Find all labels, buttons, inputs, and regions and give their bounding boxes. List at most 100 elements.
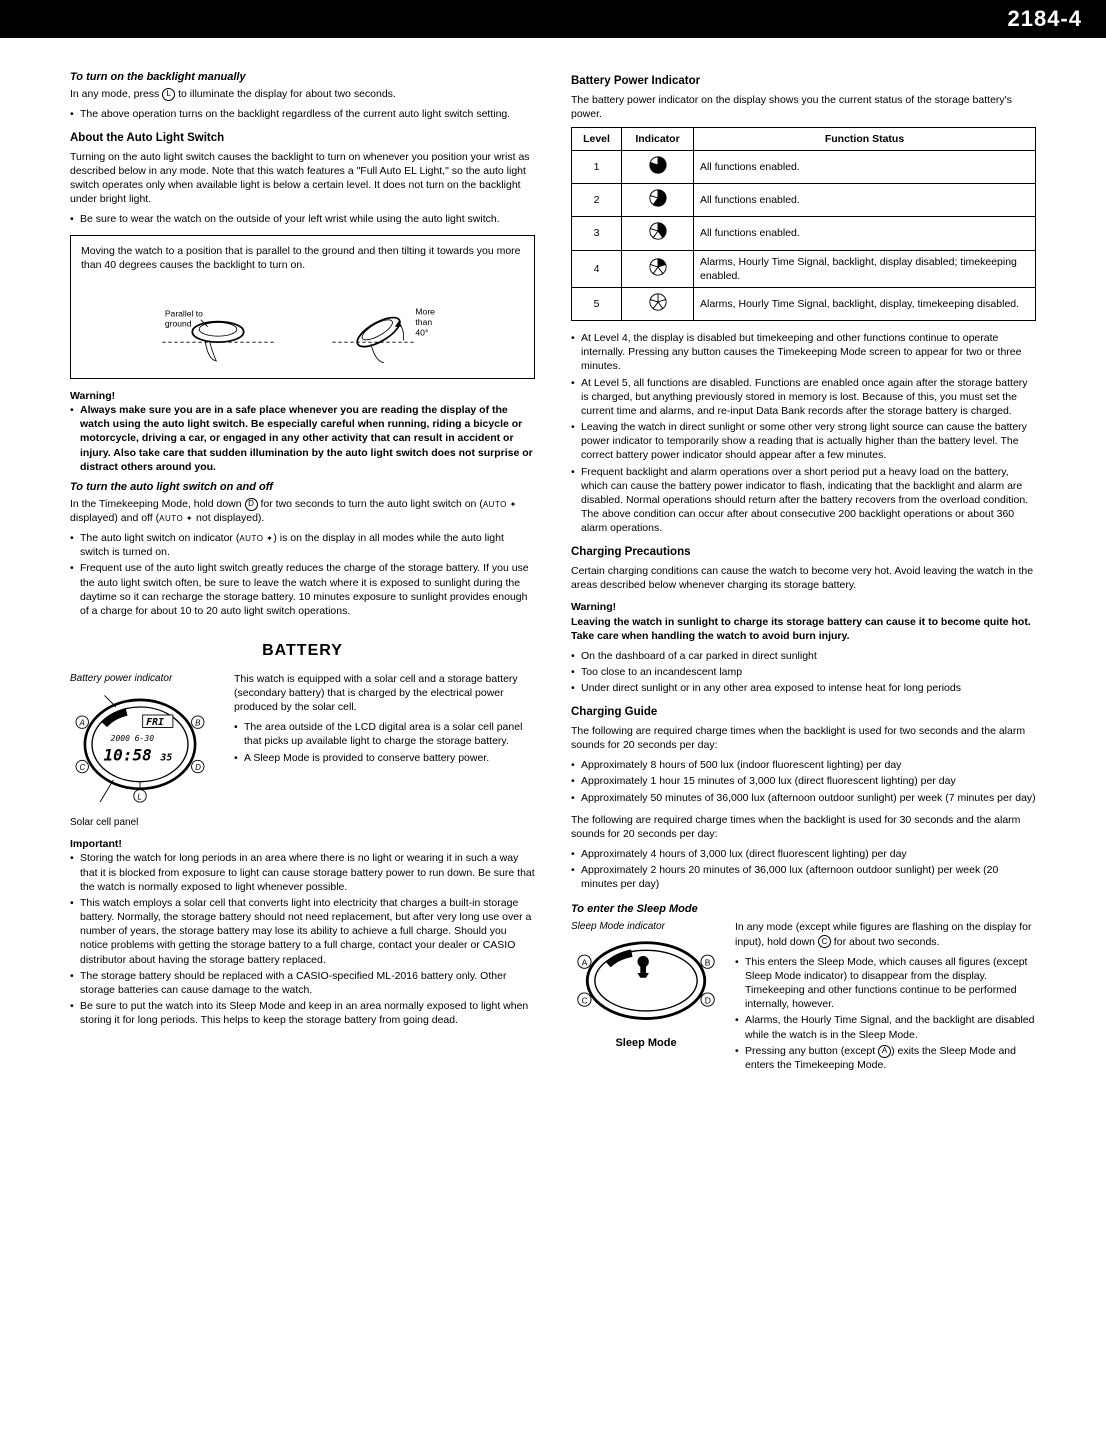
- list-item: Approximately 8 hours of 500 lux (indoor…: [571, 758, 1036, 772]
- header-bar: 2184-4: [0, 0, 1106, 38]
- list-item: The storage battery should be replaced w…: [70, 969, 535, 997]
- bpi-title: Battery Power Indicator: [571, 74, 1036, 90]
- content-area: To turn on the backlight manually In any…: [0, 64, 1106, 1108]
- svg-text:A: A: [582, 957, 588, 967]
- digital-date: 2000 6-30: [111, 734, 155, 743]
- bpi-table: Level Indicator Function Status 1 All fu…: [571, 127, 1036, 321]
- watch-face-icon: FRI 2000 6-30 10:58 35 A B C D L: [70, 691, 210, 811]
- list-item: Always make sure you are in a safe place…: [70, 403, 535, 474]
- svg-text:More: More: [415, 307, 435, 317]
- backlight-manual-title: To turn on the backlight manually: [70, 70, 535, 85]
- charging-warn-label: Warning!: [571, 600, 1036, 614]
- auto-light-list: Be sure to wear the watch on the outside…: [70, 212, 535, 226]
- tilt-box-text: Moving the watch to a position that is p…: [81, 244, 524, 272]
- list-item: The area outside of the LCD digital area…: [234, 720, 535, 748]
- svg-text:D: D: [705, 995, 711, 1005]
- svg-text:A: A: [79, 719, 85, 728]
- cell-status: All functions enabled.: [694, 217, 1036, 250]
- sleep-caption: Sleep Mode: [571, 1036, 721, 1051]
- th-status: Function Status: [694, 127, 1036, 150]
- cell-status: All functions enabled.: [694, 151, 1036, 184]
- list-item: This enters the Sleep Mode, which causes…: [735, 955, 1036, 1012]
- battery-level-icon: [646, 155, 670, 175]
- warning-text: Always make sure you are in a safe place…: [80, 404, 533, 473]
- digital-time: 10:58: [104, 746, 152, 765]
- backlight-manual-list: The above operation turns on the backlig…: [70, 107, 535, 121]
- list-item: Storing the watch for long periods in an…: [70, 851, 535, 894]
- cell-indicator: [622, 217, 694, 250]
- battery-indicator-label: Battery power indicator: [70, 672, 220, 686]
- table-row: 3 All functions enabled.: [572, 217, 1036, 250]
- table-row: 2 All functions enabled.: [572, 184, 1036, 217]
- cell-level: 5: [572, 287, 622, 320]
- text-fragment: not displayed).: [193, 512, 264, 524]
- diag-label: Parallel to: [164, 308, 202, 318]
- text-fragment: displayed) and off (: [70, 512, 159, 524]
- svg-text:L: L: [137, 793, 141, 802]
- cell-level: 3: [572, 217, 622, 250]
- charging-warn-text: Leaving the watch in sunlight to charge …: [571, 616, 1031, 642]
- auto-light-intro: Turning on the auto light switch causes …: [70, 150, 535, 207]
- left-column: To turn on the backlight manually In any…: [70, 64, 535, 1078]
- text-fragment: The auto light switch on indicator (: [80, 532, 239, 544]
- battery-diagram-col: Battery power indicator FRI 2000 6-30 10…: [70, 672, 220, 830]
- cell-level: 4: [572, 250, 622, 287]
- auto-toggle-line: In the Timekeeping Mode, hold down D for…: [70, 497, 535, 525]
- important-label: Important!: [70, 837, 535, 851]
- list-item: The above operation turns on the backlig…: [70, 107, 535, 121]
- diag-label: ground: [164, 319, 191, 329]
- charging-prec-title: Charging Precautions: [571, 545, 1036, 561]
- list-item: Approximately 1 hour 15 minutes of 3,000…: [571, 774, 1036, 788]
- svg-text:than: than: [415, 317, 432, 327]
- list-item: Alarms, the Hourly Time Signal, and the …: [735, 1013, 1036, 1041]
- list-item: Be sure to wear the watch on the outside…: [70, 212, 535, 226]
- svg-text:C: C: [582, 995, 588, 1005]
- svg-text:B: B: [705, 957, 711, 967]
- table-row: 1 All functions enabled.: [572, 151, 1036, 184]
- sleep-title: To enter the Sleep Mode: [571, 902, 1036, 917]
- svg-text:C: C: [80, 763, 86, 772]
- auto-indicator-icon: AUTO ✦: [239, 534, 273, 543]
- charging-guide-list2: Approximately 4 hours of 3,000 lux (dire…: [571, 847, 1036, 892]
- sleep-diagram-col: Sleep Mode indicator A B C D Sleep Mode: [571, 920, 721, 1051]
- warning-list: Always make sure you are in a safe place…: [70, 403, 535, 474]
- tilt-diagram-row: Parallel to ground More than 40°: [81, 280, 524, 370]
- battery-level-icon: [646, 188, 670, 208]
- sleep-watch-icon: A B C D: [571, 938, 721, 1028]
- solar-panel-label: Solar cell panel: [70, 816, 220, 830]
- battery-intro: This watch is equipped with a solar cell…: [234, 672, 535, 715]
- battery-level-icon: [646, 292, 670, 312]
- list-item: A Sleep Mode is provided to conserve bat…: [234, 751, 535, 765]
- svg-text:D: D: [195, 763, 201, 772]
- charging-prec-intro: Certain charging conditions can cause th…: [571, 564, 1036, 592]
- cell-indicator: [622, 184, 694, 217]
- text-fragment: Pressing any button (except: [745, 1045, 878, 1057]
- auto-light-title: About the Auto Light Switch: [70, 131, 535, 147]
- cell-indicator: [622, 287, 694, 320]
- cell-status: All functions enabled.: [694, 184, 1036, 217]
- cell-level: 2: [572, 184, 622, 217]
- battery-heading: BATTERY: [70, 640, 535, 662]
- list-item: Approximately 50 minutes of 36,000 lux (…: [571, 791, 1036, 805]
- page-number: 2184-4: [1007, 4, 1082, 34]
- sleep-text-col: In any mode (except while figures are fl…: [735, 920, 1036, 1078]
- button-d-icon: D: [245, 498, 258, 511]
- list-item: Pressing any button (except A) exits the…: [735, 1044, 1036, 1072]
- table-header-row: Level Indicator Function Status: [572, 127, 1036, 150]
- battery-intro-row: Battery power indicator FRI 2000 6-30 10…: [70, 672, 535, 830]
- svg-text:40°: 40°: [415, 327, 428, 337]
- text-fragment: to illuminate the display for about two …: [175, 88, 396, 100]
- charging-guide-list1: Approximately 8 hours of 500 lux (indoor…: [571, 758, 1036, 805]
- list-item: Approximately 4 hours of 3,000 lux (dire…: [571, 847, 1036, 861]
- warning-label: Warning!: [70, 389, 535, 403]
- table-row: 5 Alarms, Hourly Time Signal, backlight,…: [572, 287, 1036, 320]
- list-item: Approximately 2 hours 20 minutes of 36,0…: [571, 863, 1036, 891]
- battery-intro-list: The area outside of the LCD digital area…: [234, 720, 535, 765]
- sleep-row: Sleep Mode indicator A B C D Sleep Mode: [571, 920, 1036, 1078]
- cell-indicator: [622, 250, 694, 287]
- text-fragment: for two seconds to turn the auto light s…: [258, 498, 483, 510]
- list-item: At Level 4, the display is disabled but …: [571, 331, 1036, 374]
- list-item: Under direct sunlight or in any other ar…: [571, 681, 1036, 695]
- cell-status: Alarms, Hourly Time Signal, backlight, d…: [694, 287, 1036, 320]
- bpi-notes: At Level 4, the display is disabled but …: [571, 331, 1036, 535]
